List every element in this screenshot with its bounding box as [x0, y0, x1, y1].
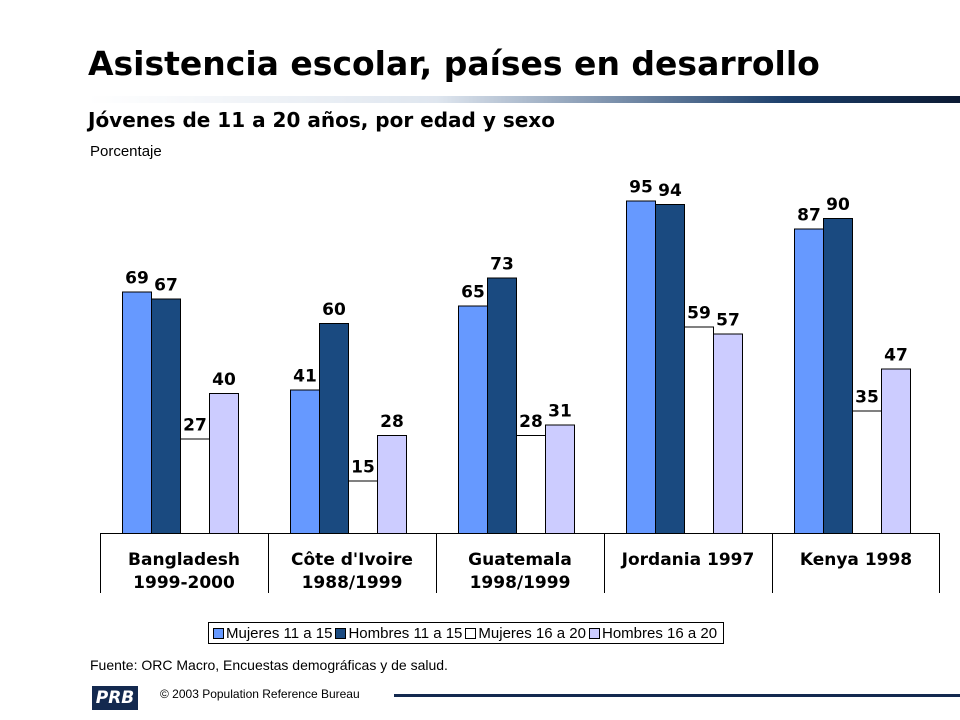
bar	[319, 323, 349, 534]
data-label: 27	[183, 416, 207, 436]
bar	[458, 305, 488, 534]
bar	[377, 435, 407, 534]
legend-swatch	[465, 627, 477, 639]
x-tick-label: Kenya 1998	[800, 550, 912, 570]
legend-label: Mujeres 11 a 15	[226, 624, 333, 642]
x-tick-label: Jordania 1997	[621, 550, 755, 570]
legend-item: Hombres 11 a 15	[335, 625, 462, 642]
legend-item: Hombres 16 a 20	[588, 624, 718, 642]
data-label: 73	[490, 255, 514, 275]
data-label: 31	[548, 402, 572, 422]
data-label: 28	[519, 412, 543, 432]
x-tick-label: Bangladesh	[128, 550, 240, 570]
bar	[180, 438, 210, 534]
chart-subtitle: Jóvenes de 11 a 20 años, por edad y sexo	[88, 108, 555, 132]
footer-divider	[394, 694, 960, 697]
data-label: 60	[322, 300, 346, 320]
data-label: 35	[855, 388, 879, 408]
bar	[881, 368, 911, 534]
legend-item: Mujeres 11 a 15	[213, 625, 332, 642]
data-label: 28	[380, 412, 404, 432]
x-tick-label: 1998/1999	[470, 573, 571, 593]
data-label: 87	[797, 206, 821, 226]
data-label: 94	[658, 181, 682, 201]
data-label: 90	[826, 195, 850, 215]
data-label: 15	[351, 458, 375, 478]
data-label: 59	[687, 304, 711, 324]
bar	[122, 291, 152, 534]
legend-item: Mujeres 16 a 20	[465, 625, 586, 642]
legend-label: Mujeres 16 a 20	[478, 624, 586, 642]
bar	[823, 218, 853, 534]
chart-legend: Mujeres 11 a 15 Hombres 11 a 15 Mujeres 16…	[208, 622, 725, 644]
legend-swatch	[335, 627, 347, 639]
data-label: 67	[154, 276, 178, 296]
chart-title: Asistencia escolar, países en desarrollo	[88, 44, 820, 83]
legend-swatch	[588, 627, 600, 639]
bar	[487, 277, 517, 534]
data-label: 41	[293, 367, 317, 387]
bar	[290, 389, 320, 534]
title-underline-bar	[88, 96, 960, 103]
bar	[713, 333, 743, 534]
data-label: 40	[212, 370, 236, 390]
bar	[545, 424, 575, 534]
bar	[348, 480, 378, 534]
legend-label: Hombres 11 a 15	[348, 624, 463, 642]
data-label: 47	[884, 346, 908, 366]
prb-logo: PRB	[92, 686, 138, 710]
bar	[151, 298, 181, 534]
bar	[794, 228, 824, 534]
data-label: 69	[125, 269, 149, 289]
data-label: 65	[461, 283, 485, 303]
bar	[852, 410, 882, 534]
bar	[626, 200, 656, 534]
bar	[655, 204, 685, 534]
unit-label: Porcentaje	[90, 143, 162, 160]
x-tick-label: Guatemala	[468, 550, 572, 570]
bar	[684, 326, 714, 534]
copyright-text: © 2003 Population Reference Bureau	[160, 687, 360, 701]
bar	[209, 393, 239, 534]
bar	[516, 435, 546, 534]
x-tick-label: Côte d'Ivoire	[291, 550, 413, 570]
bar-chart: Bangladesh 1999-2000 69 67 27 40 Côte d'Ivoire…	[100, 178, 940, 593]
source-note: Fuente: ORC Macro, Encuestas demográfica…	[90, 657, 448, 673]
data-label: 57	[716, 311, 740, 331]
data-label: 95	[629, 178, 653, 198]
legend-label: Hombres 16 a 20	[601, 624, 718, 642]
legend-swatch	[213, 627, 224, 639]
x-tick-label: 1988/1999	[302, 573, 403, 593]
x-tick-label: 1999-2000	[133, 573, 235, 593]
